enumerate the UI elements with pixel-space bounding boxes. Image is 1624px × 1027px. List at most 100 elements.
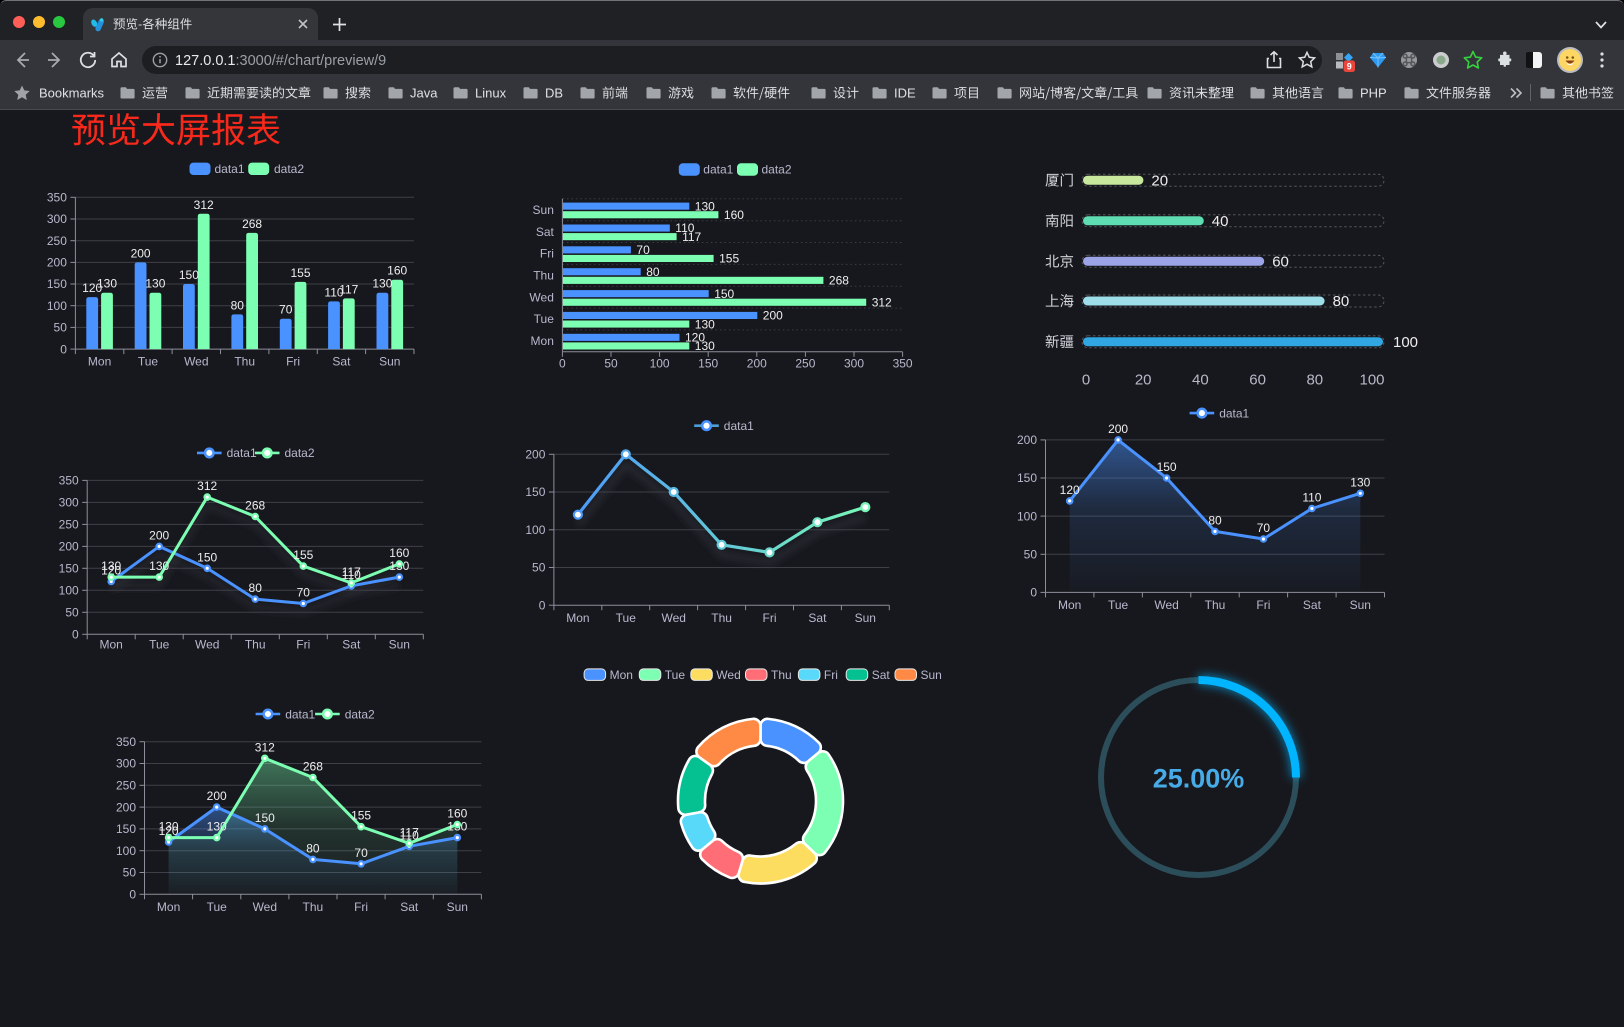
svg-text:130: 130 [695,317,715,331]
svg-text:50: 50 [604,357,618,371]
svg-text:Sun: Sun [533,203,554,217]
svg-text:200: 200 [763,309,783,323]
svg-text:Tue: Tue [616,611,637,625]
svg-text:200: 200 [59,540,79,554]
svg-text:60: 60 [1249,372,1266,389]
svg-text:20: 20 [1151,172,1168,189]
svg-text:250: 250 [116,779,136,793]
svg-text:80: 80 [1208,513,1222,527]
svg-text:120: 120 [159,824,179,838]
svg-text:100: 100 [650,357,670,371]
svg-text:Tue: Tue [665,668,686,682]
svg-text:80: 80 [231,298,245,312]
svg-text:0: 0 [1082,372,1090,389]
svg-text:Sat: Sat [1303,598,1322,612]
svg-text:data2: data2 [762,163,792,177]
svg-text:Tue: Tue [1108,598,1129,612]
svg-text:50: 50 [65,606,79,620]
svg-text:DB: DB [545,86,563,101]
svg-text:130: 130 [149,559,169,573]
svg-text:Mon: Mon [88,355,111,369]
svg-text:Mon: Mon [610,668,633,682]
svg-text:Sun: Sun [379,355,400,369]
svg-text:150: 150 [255,811,275,825]
svg-text:0: 0 [1030,586,1037,600]
svg-text:Fri: Fri [824,668,838,682]
svg-text:312: 312 [194,198,214,212]
svg-text:Fri: Fri [540,247,554,261]
svg-text:160: 160 [447,807,467,821]
svg-text:300: 300 [59,496,79,510]
svg-text:130: 130 [1350,475,1370,489]
svg-text:120: 120 [1060,483,1080,497]
svg-text:117: 117 [339,282,358,296]
svg-text:Tue: Tue [138,355,159,369]
svg-text:0: 0 [129,888,136,902]
svg-text:150: 150 [59,562,79,576]
svg-text:117: 117 [342,565,361,579]
svg-text:data2: data2 [285,446,315,460]
svg-text:350: 350 [59,474,79,488]
svg-text:200: 200 [207,789,227,803]
svg-text:130: 130 [145,277,165,291]
svg-text:Thu: Thu [711,611,732,625]
svg-text:Bookmarks: Bookmarks [39,86,105,101]
svg-text:20: 20 [1135,372,1152,389]
svg-text:100: 100 [116,844,136,858]
svg-text:70: 70 [1257,521,1271,535]
svg-text:120: 120 [101,564,121,578]
svg-text:Mon: Mon [157,900,180,914]
svg-text:130: 130 [695,339,715,353]
svg-text:70: 70 [636,243,650,257]
svg-text:110: 110 [675,221,694,235]
svg-text:Fri: Fri [354,900,368,914]
svg-text:Tue: Tue [534,312,555,326]
svg-text:80: 80 [646,265,660,279]
svg-text:130: 130 [159,820,179,834]
svg-text:150: 150 [1017,471,1037,485]
svg-text:Wed: Wed [661,611,685,625]
svg-text:200: 200 [747,357,767,371]
svg-text:110: 110 [342,568,361,582]
svg-text:Sat: Sat [400,900,419,914]
svg-text:Tue: Tue [149,638,170,652]
svg-text:268: 268 [242,217,262,231]
svg-text:Wed: Wed [1154,598,1178,612]
svg-text:150: 150 [197,550,217,564]
svg-text:160: 160 [387,264,407,278]
svg-text:150: 150 [116,822,136,836]
svg-text:200: 200 [1108,422,1128,436]
svg-text:Fri: Fri [296,638,310,652]
svg-text:100: 100 [47,299,67,313]
svg-text:Mon: Mon [566,611,589,625]
svg-text:200: 200 [1017,433,1037,447]
svg-text:40: 40 [1192,372,1209,389]
svg-text:100: 100 [1017,509,1037,523]
svg-text:Sat: Sat [872,668,891,682]
svg-text:300: 300 [47,212,67,226]
svg-text:70: 70 [297,586,311,600]
svg-text:0: 0 [60,342,67,356]
svg-text:150: 150 [525,485,545,499]
svg-text:250: 250 [47,234,67,248]
svg-text:Wed: Wed [253,900,277,914]
svg-text:300: 300 [844,357,864,371]
svg-text:50: 50 [123,866,137,880]
svg-text:268: 268 [303,760,323,774]
svg-text:350: 350 [116,735,136,749]
svg-text:Fri: Fri [763,611,777,625]
svg-text:200: 200 [131,246,151,260]
svg-text:data1: data1 [215,162,245,176]
svg-text:130: 130 [207,820,227,834]
svg-text:150: 150 [714,287,734,301]
svg-text:Tue: Tue [207,900,228,914]
svg-text:data1: data1 [285,707,315,721]
svg-text:Java: Java [410,86,438,101]
svg-text:150: 150 [1157,460,1177,474]
svg-text:155: 155 [351,809,371,823]
svg-text:Thu: Thu [1205,598,1226,612]
svg-text:110: 110 [324,285,343,299]
svg-text:9: 9 [1347,62,1352,72]
svg-text:150: 150 [698,357,718,371]
svg-text:80: 80 [1306,372,1323,389]
